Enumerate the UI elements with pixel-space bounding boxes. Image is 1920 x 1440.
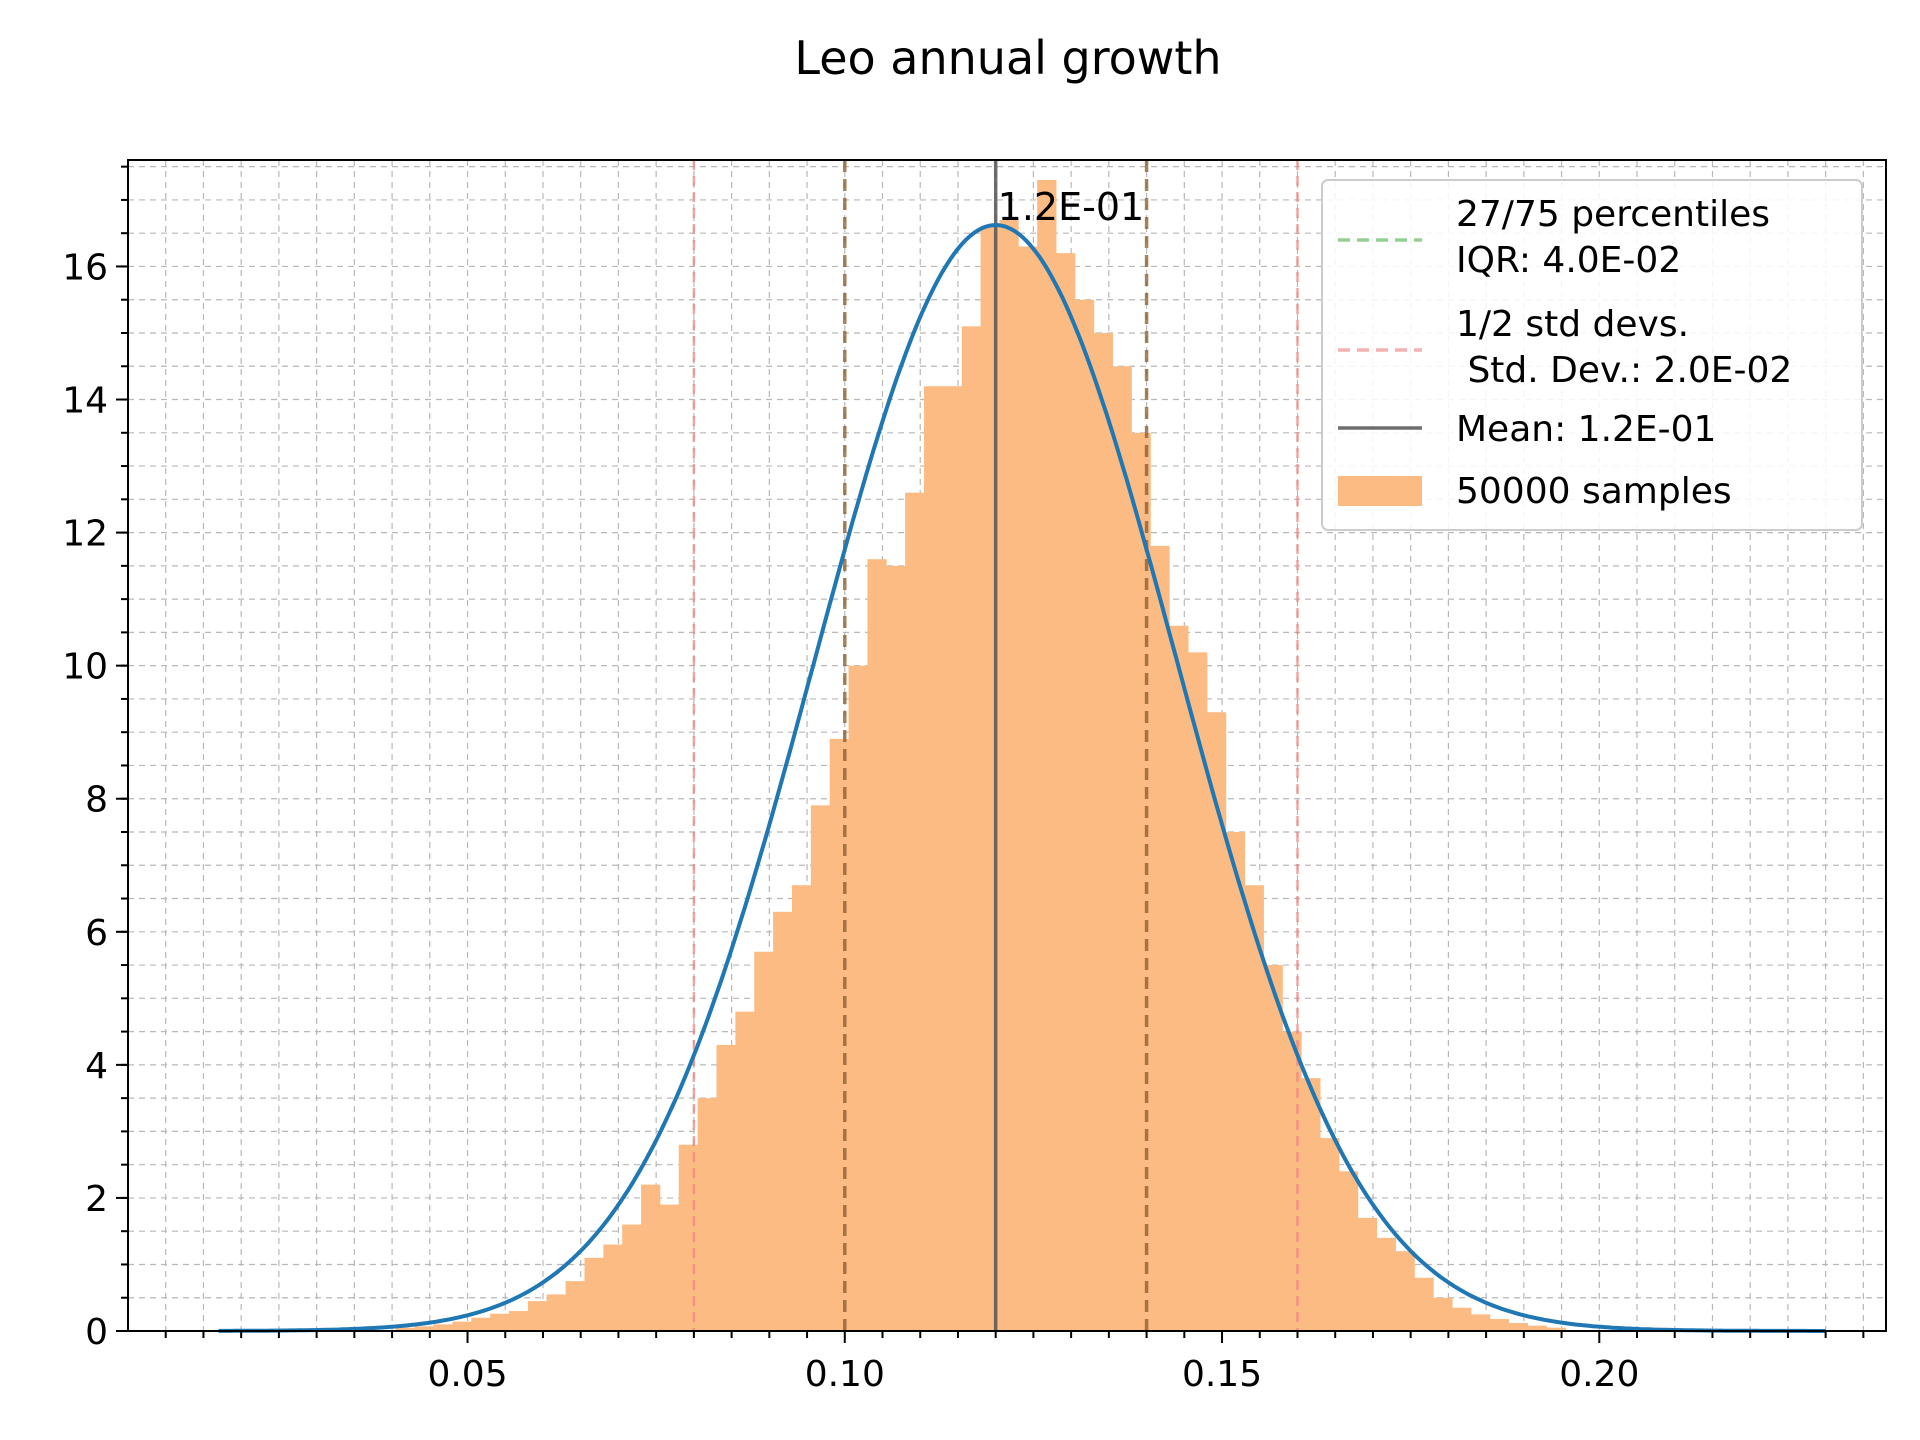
histogram-bar	[1452, 1307, 1472, 1331]
histogram-bar	[735, 1011, 755, 1331]
y-tick-label: 14	[62, 381, 108, 422]
histogram-bar	[1357, 1217, 1378, 1331]
histogram-bar	[641, 1184, 661, 1331]
histogram-bar	[1320, 1138, 1340, 1331]
histogram-bar	[1244, 885, 1264, 1331]
legend-label-std-dev-value: Std. Dev.: 2.0E-02	[1456, 350, 1792, 391]
histogram-bar	[1282, 1031, 1302, 1331]
y-tick-label: 6	[85, 913, 108, 954]
y-tick-label: 8	[85, 780, 108, 821]
histogram-bar	[810, 805, 831, 1331]
legend-label-percentiles: 27/75 percentiles	[1456, 194, 1770, 235]
x-tick-label: 0.20	[1559, 1354, 1639, 1395]
histogram-bar	[773, 911, 793, 1331]
histogram-bar	[584, 1257, 604, 1331]
histogram-bar	[1188, 652, 1208, 1331]
histogram-bar	[509, 1311, 529, 1331]
histogram-bar	[1263, 965, 1283, 1331]
histogram-bar	[1018, 246, 1038, 1331]
legend-box	[1321, 179, 1863, 531]
histogram-bar	[433, 1324, 453, 1331]
histogram-bar	[452, 1321, 472, 1331]
histogram-bar	[1395, 1251, 1415, 1331]
histogram-bar	[659, 1204, 680, 1331]
x-tick-label: 0.15	[1182, 1354, 1262, 1395]
histogram-bar	[791, 885, 812, 1331]
plot-frame	[127, 159, 1887, 1332]
y-tick-label: 4	[85, 1046, 108, 1087]
histogram-bar	[1433, 1297, 1453, 1331]
y-tick-label: 16	[62, 247, 108, 288]
histogram-bar	[1546, 1327, 1566, 1331]
histogram-bar	[999, 219, 1019, 1332]
histogram-bar	[754, 951, 774, 1331]
histogram-bar	[848, 665, 868, 1331]
histogram-bar	[1150, 545, 1170, 1331]
legend-label-mean: Mean: 1.2E-01	[1456, 409, 1716, 450]
histogram-bar	[1508, 1323, 1529, 1331]
histogram-bar	[1471, 1314, 1491, 1331]
histogram-bar	[942, 386, 963, 1331]
legend-marker-samples	[1338, 476, 1422, 506]
histogram-bar	[546, 1294, 567, 1331]
y-tick-label: 12	[62, 514, 108, 555]
histogram-bar	[1376, 1237, 1396, 1331]
histogram-bar	[1056, 253, 1076, 1332]
histogram-bar	[603, 1244, 623, 1331]
x-tick-label: 0.05	[427, 1354, 507, 1395]
histogram-bar	[1338, 1171, 1359, 1331]
histogram-bar	[1489, 1319, 1510, 1331]
y-tick-label: 10	[62, 647, 108, 688]
y-tick-label: 2	[85, 1179, 108, 1220]
histogram-bar	[1206, 712, 1227, 1331]
mean-annotation: 1.2E-01	[998, 185, 1145, 229]
histogram-bar	[471, 1317, 491, 1331]
legend: 27/75 percentiles IQR: 4.0E-02 1/2 std dev…	[1321, 179, 1863, 531]
histogram-bar	[1527, 1325, 1547, 1331]
histogram-bar	[622, 1224, 642, 1331]
histogram-bar	[886, 565, 906, 1331]
x-tick-label: 0.10	[805, 1354, 885, 1395]
legend-label-samples: 50000 samples	[1456, 471, 1732, 512]
pdf-curve	[218, 223, 1826, 1333]
reference-lines	[692, 160, 1299, 1331]
legend-label-iqr: IQR: 4.0E-02	[1456, 240, 1681, 281]
histogram-bar	[395, 1327, 416, 1331]
histogram-bar	[1093, 332, 1114, 1331]
histogram-bar	[716, 1044, 736, 1331]
histogram-bar	[490, 1313, 510, 1331]
histogram-bar	[678, 1144, 699, 1331]
chart-title: Leo annual growth	[794, 31, 1221, 85]
y-tick-label: 0	[85, 1312, 108, 1353]
histogram-bar	[1169, 625, 1189, 1331]
histogram-bar	[961, 326, 981, 1332]
histogram-bar	[697, 1098, 717, 1331]
histogram-bar	[1414, 1277, 1434, 1331]
histogram-bar	[1112, 366, 1132, 1331]
histogram-bar	[924, 386, 944, 1331]
legend-label-std-devs: 1/2 std devs.	[1456, 304, 1689, 345]
histogram-bar	[1225, 831, 1246, 1331]
histogram-bar	[1037, 179, 1057, 1332]
histogram-bar	[1301, 1078, 1321, 1331]
histogram-bar	[867, 559, 887, 1331]
histogram-bar	[905, 492, 925, 1332]
histogram-bar	[527, 1301, 548, 1331]
histogram-bar	[414, 1326, 434, 1331]
histogram-bar	[1074, 299, 1095, 1332]
axes: 0.05 0.10 0.15 0.20 0 2 4 6 8 10 12 14 16	[62, 165, 1865, 1395]
histogram-bar	[565, 1281, 585, 1331]
